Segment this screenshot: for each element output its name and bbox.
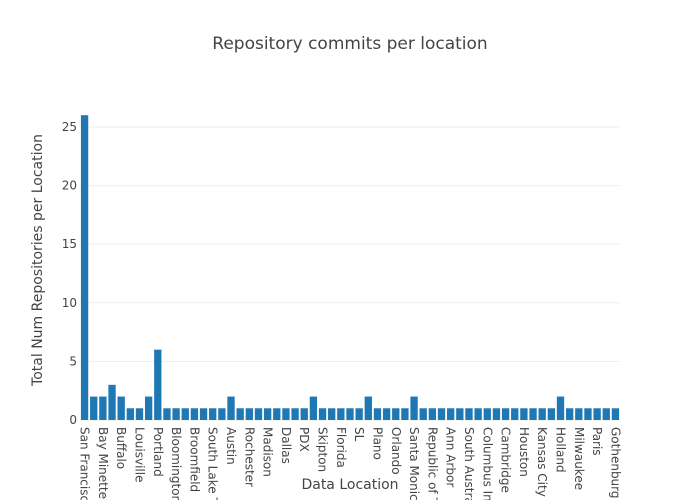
- bar: [291, 408, 299, 420]
- x-tick-label: Plano: [370, 427, 384, 460]
- bar: [190, 408, 199, 420]
- x-tick-label: Republic of T...: [425, 427, 439, 500]
- bar: [90, 396, 98, 420]
- chart-title: Repository commits per location: [212, 34, 487, 54]
- bar: [520, 408, 528, 420]
- bar: [163, 408, 171, 420]
- x-tick-label: Kansas City: [535, 427, 549, 497]
- bar: [318, 408, 327, 420]
- x-tick-label: Bay Minette: [96, 427, 110, 499]
- bar: [218, 408, 226, 420]
- bar: [529, 408, 537, 420]
- x-tick-label: Portland: [151, 427, 165, 477]
- bar: [593, 408, 601, 420]
- bar: [437, 408, 446, 420]
- bar: [602, 408, 610, 420]
- y-tick-label: 25: [62, 120, 77, 134]
- bar: [584, 408, 592, 420]
- x-tick-label: Santa Monica: [407, 427, 421, 500]
- bar: [254, 408, 263, 420]
- x-tick-label: Holland: [554, 427, 568, 473]
- bar: [282, 408, 290, 420]
- x-axis-label: Data Location: [301, 477, 398, 493]
- bar: [309, 396, 318, 420]
- bar: [108, 384, 116, 420]
- x-tick-label: Columbus In...: [480, 427, 494, 500]
- bar: [410, 396, 418, 420]
- x-tick-label: Broomfield: [187, 427, 201, 492]
- bar: [227, 396, 235, 420]
- bar: [364, 396, 372, 420]
- bar: [346, 408, 354, 420]
- bar: [547, 408, 556, 420]
- x-tick-label: Bloomington: [169, 427, 183, 500]
- x-tick-label: Orlando: [389, 427, 403, 475]
- x-tick-label: South Lake T...: [206, 427, 220, 500]
- bar: [199, 408, 208, 420]
- x-tick-label: Ann Arbor: [444, 427, 458, 487]
- bar: [501, 408, 510, 420]
- bar: [273, 408, 281, 420]
- x-tick-label: Louisville: [132, 427, 146, 483]
- x-tick-label: Houston: [517, 427, 531, 477]
- bar: [117, 396, 125, 420]
- bar: [300, 408, 308, 420]
- y-tick-label: 20: [62, 179, 77, 193]
- x-tick-label: San Francisco: [78, 427, 92, 500]
- bar: [428, 408, 437, 420]
- y-tick-label: 10: [62, 296, 77, 310]
- bar: [556, 396, 565, 420]
- x-tick-label: Milwaukee: [572, 427, 586, 490]
- bar: [263, 408, 272, 420]
- x-tick-label: Austin: [224, 427, 238, 465]
- bar: [611, 408, 620, 420]
- bar: [419, 408, 427, 420]
- bar: [99, 396, 107, 420]
- bar: [373, 408, 382, 420]
- bar: [447, 408, 455, 420]
- x-tick-label: Rochester: [242, 427, 256, 487]
- bar: [538, 408, 546, 420]
- bar: [337, 408, 345, 420]
- bar: [511, 408, 519, 420]
- x-tick-label: Dallas: [279, 427, 293, 464]
- x-tick-label: Buffalo: [114, 427, 128, 469]
- y-tick-label: 0: [69, 413, 77, 427]
- bar: [80, 115, 89, 420]
- y-axis-label: Total Num Repositories per Location: [30, 134, 46, 387]
- x-tick-label: Florida: [334, 427, 348, 468]
- bar: [181, 408, 189, 420]
- x-tick-label: Skipton: [316, 427, 330, 472]
- x-tick-label: Paris: [590, 427, 604, 456]
- bar: [392, 408, 400, 420]
- bar: [474, 408, 482, 420]
- bar: [575, 408, 583, 420]
- bar: [456, 408, 464, 420]
- x-tick-label: PDX: [297, 427, 311, 452]
- bar: [483, 408, 491, 420]
- bar: [401, 408, 409, 420]
- bar: [245, 408, 253, 420]
- bar: [492, 408, 501, 420]
- bar: [382, 408, 391, 420]
- y-tick-label: 15: [62, 237, 77, 251]
- bar: [355, 408, 363, 420]
- y-tick-label: 5: [69, 354, 77, 368]
- bar: [209, 408, 217, 420]
- x-tick-label: SL: [352, 427, 366, 442]
- x-tick-label: Madison: [261, 427, 275, 477]
- bar: [172, 408, 180, 420]
- bar: [144, 396, 153, 420]
- bar: [328, 408, 336, 420]
- bar: [465, 408, 473, 420]
- bar: [566, 408, 574, 420]
- bar: [126, 408, 134, 420]
- x-tick-label: Gothenburg: [608, 427, 622, 499]
- bar: [135, 408, 144, 420]
- bar: [154, 349, 162, 420]
- x-tick-label: Cambridge: [499, 427, 513, 493]
- x-tick-label: South Austra...: [462, 427, 476, 500]
- bar: [236, 408, 244, 420]
